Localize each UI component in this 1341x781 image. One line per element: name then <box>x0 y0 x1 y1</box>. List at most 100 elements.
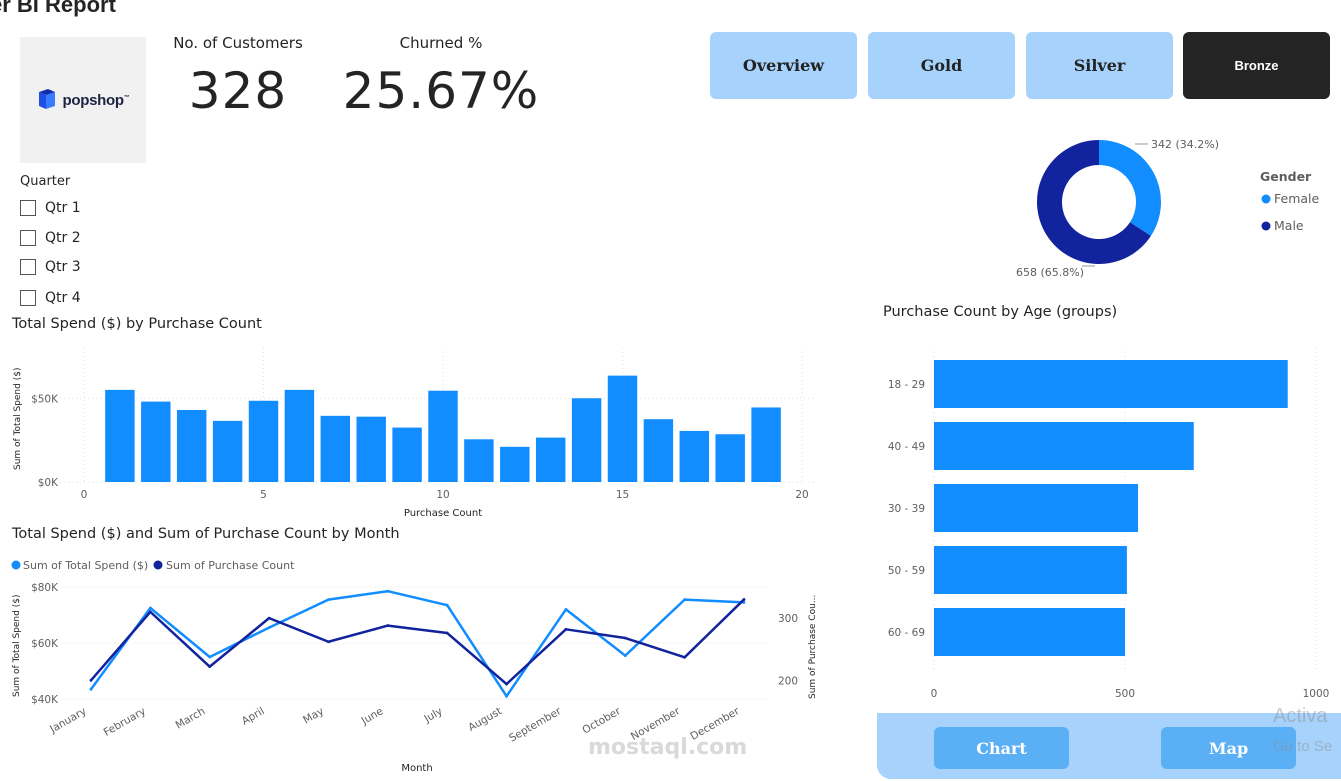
bar-purchase-count-11[interactable] <box>464 439 494 482</box>
line-x-tick-label: August <box>466 705 504 734</box>
bar-purchase-count-2[interactable] <box>141 401 171 482</box>
bar-purchase-count-13[interactable] <box>535 437 566 482</box>
slicer-item-qtr3[interactable]: Qtr 3 <box>20 259 81 275</box>
line-x-tick-label: March <box>174 705 208 731</box>
bar-purchase-count-16[interactable] <box>643 419 674 482</box>
spend-point-july[interactable] <box>445 603 449 607</box>
legend-female-dot <box>1261 194 1271 204</box>
bar-purchase-count-5[interactable] <box>248 400 279 482</box>
spend-point-september[interactable] <box>564 608 568 611</box>
spend-point-june[interactable] <box>386 589 390 593</box>
count-point-january[interactable] <box>89 678 93 682</box>
count-point-march[interactable] <box>208 665 212 669</box>
slicer-item-qtr2[interactable]: Qtr 2 <box>20 230 81 246</box>
count-point-december[interactable] <box>742 598 746 601</box>
donut-slice-female[interactable] <box>1099 140 1161 236</box>
legend-count-label[interactable]: Sum of Purchase Count <box>166 559 295 572</box>
count-point-july[interactable] <box>445 631 449 635</box>
line-x-tick-label: February <box>102 705 148 739</box>
spend-point-november[interactable] <box>683 598 687 601</box>
line-x-tick-label: June <box>359 705 386 727</box>
female-data-label: 342 (34.2%) <box>1151 138 1219 151</box>
checkbox-qtr4[interactable] <box>20 290 36 306</box>
bronze-button[interactable]: Bronze <box>1183 32 1330 99</box>
count-point-september[interactable] <box>564 627 568 631</box>
gender-donut-chart[interactable]: 342 (34.2%) 658 (65.8%) Gender Female Ma… <box>1000 128 1341 288</box>
spend-point-january[interactable] <box>89 687 93 691</box>
chart-button[interactable]: Chart <box>934 727 1069 769</box>
bar-purchase-count-19[interactable] <box>751 407 781 482</box>
gold-button[interactable]: Gold <box>868 32 1015 99</box>
spend-point-august[interactable] <box>505 694 508 698</box>
bar-purchase-count-18[interactable] <box>715 434 745 482</box>
line-x-tick-label: January <box>47 705 88 736</box>
spend-by-count-chart[interactable]: $0K $50K 0 5 10 15 20 Sum of Total Spend ($) P… <box>0 338 830 523</box>
bar-x-tick-label: 10 <box>436 489 449 501</box>
watermark-text: mostaql.com <box>588 735 748 760</box>
age-chart-title: Purchase Count by Age (groups) <box>883 304 1118 320</box>
bar-purchase-count-17[interactable] <box>679 430 710 482</box>
line-y2-tick-label: 200 <box>778 675 798 687</box>
line-y-axis-title: Sum of Total Spend ($) <box>12 595 22 697</box>
bar-purchase-count-7[interactable] <box>320 415 351 482</box>
silver-button[interactable]: Silver <box>1026 32 1173 99</box>
bar-y-axis-title: Sum of Total Spend ($) <box>13 368 23 470</box>
line-series-purchase-count[interactable] <box>90 598 745 686</box>
bar-purchase-count-14[interactable] <box>571 398 602 482</box>
spend-point-may[interactable] <box>327 598 330 601</box>
male-data-label: 658 (65.8%) <box>1016 266 1084 279</box>
bar-purchase-count-4[interactable] <box>212 420 243 482</box>
age-groups-chart[interactable]: 0 500 1000 18 - 29 40 - 49 30 - 39 50 - 59 60 -… <box>877 330 1341 708</box>
kpi-customers: No. of Customers 328 <box>160 34 316 116</box>
age-bar-18-29[interactable] <box>934 360 1288 408</box>
spend-point-april[interactable] <box>267 626 271 629</box>
spend-by-month-chart[interactable]: Sum of Total Spend ($) Sum of Purchase C… <box>0 555 830 777</box>
spend-point-march[interactable] <box>208 655 212 659</box>
bar-purchase-count-3[interactable] <box>176 409 207 482</box>
quarter-slicer-title: Quarter <box>20 174 71 189</box>
bar-purchase-count-8[interactable] <box>356 416 386 482</box>
bar-purchase-count-12[interactable] <box>500 446 530 482</box>
legend-male-label[interactable]: Male <box>1274 218 1304 233</box>
age-bar-30-39[interactable] <box>934 484 1138 532</box>
slicer-item-label: Qtr 4 <box>45 290 81 306</box>
checkbox-qtr1[interactable] <box>20 200 36 216</box>
count-point-november[interactable] <box>683 655 687 659</box>
spend-point-october[interactable] <box>623 654 627 657</box>
spend-point-february[interactable] <box>148 606 152 610</box>
line-x-tick-label: April <box>240 705 267 727</box>
bar-purchase-count-10[interactable] <box>428 390 458 482</box>
age-y-tick-label: 18 - 29 <box>888 379 925 391</box>
bar-x-tick-label: 20 <box>795 489 808 501</box>
count-point-may[interactable] <box>327 640 330 644</box>
legend-spend-dot <box>11 560 21 570</box>
overview-button[interactable]: Overview <box>710 32 857 99</box>
activate-windows-text: Activa <box>1273 705 1328 727</box>
logo-text: popshop™ <box>62 91 130 109</box>
count-point-april[interactable] <box>267 616 271 620</box>
age-bar-50-59[interactable] <box>934 546 1127 594</box>
bar-purchase-count-9[interactable] <box>392 427 422 482</box>
map-button[interactable]: Map <box>1161 727 1296 769</box>
age-bar-60-69[interactable] <box>934 608 1125 656</box>
checkbox-qtr2[interactable] <box>20 230 36 246</box>
bar-x-tick-label: 15 <box>616 489 629 501</box>
legend-spend-label[interactable]: Sum of Total Spend ($) <box>23 559 148 572</box>
checkbox-qtr3[interactable] <box>20 259 36 275</box>
bar-purchase-count-6[interactable] <box>284 389 315 482</box>
donut-slice-male[interactable] <box>1037 140 1151 264</box>
activate-windows-subtext: Go to Se <box>1273 738 1333 755</box>
legend-female-label[interactable]: Female <box>1274 191 1320 206</box>
bar-purchase-count-15[interactable] <box>607 375 638 482</box>
age-x-tick-label: 1000 <box>1303 688 1330 700</box>
slicer-item-qtr4[interactable]: Qtr 4 <box>20 290 81 306</box>
count-point-august[interactable] <box>505 682 508 686</box>
slicer-item-qtr1[interactable]: Qtr 1 <box>20 200 81 216</box>
line-series-total-spend[interactable] <box>89 589 745 698</box>
age-bar-40-49[interactable] <box>934 422 1194 470</box>
bar-purchase-count-1[interactable] <box>105 389 135 482</box>
count-point-october[interactable] <box>623 636 627 640</box>
count-point-february[interactable] <box>148 610 152 614</box>
count-point-june[interactable] <box>386 624 390 627</box>
line-x-tick-label: July <box>421 705 444 725</box>
